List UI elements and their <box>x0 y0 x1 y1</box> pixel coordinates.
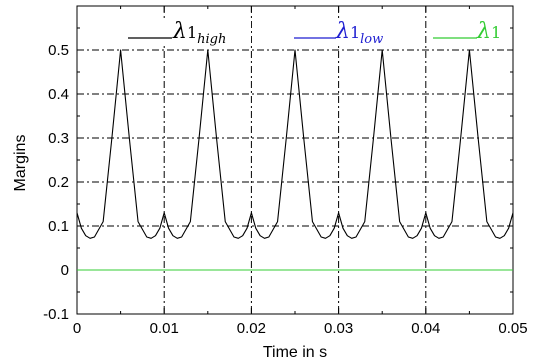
y-tick-label: 0.2 <box>48 174 69 191</box>
y-tick-label: 0.3 <box>48 130 69 147</box>
legend-entry: λ1low <box>292 18 414 47</box>
series-line-0 <box>76 49 514 239</box>
legend-label: λ1high <box>172 19 226 47</box>
legend-entry: λ1high <box>126 18 251 47</box>
tick-labels: 0 0.01 0.02 0.03 0.04 0.05-0.100.10.20.30.40.… <box>43 42 527 337</box>
series-lines <box>76 49 514 271</box>
legend-label: λ1 <box>476 19 501 44</box>
legend: λ1high λ1low λ1 <box>126 18 503 47</box>
x-tick-label: 0.04 <box>411 320 440 337</box>
legend-background <box>431 18 503 44</box>
legend-background <box>126 18 251 44</box>
y-tick-label: 0 <box>61 262 69 279</box>
y-axis-label: Margins <box>12 135 29 192</box>
y-tick-label: 0.4 <box>48 86 69 103</box>
y-tick-label: 0.1 <box>48 218 69 235</box>
x-tick-label: 0.03 <box>324 320 353 337</box>
y-tick-label: -0.1 <box>43 306 69 323</box>
x-tick-label: 0 <box>73 320 81 337</box>
x-axis-label: Time in s <box>263 344 327 361</box>
x-tick-label: 0.05 <box>498 320 527 337</box>
x-tick-label: 0.01 <box>150 320 179 337</box>
legend-background <box>292 18 414 44</box>
axes-frame <box>76 5 514 315</box>
legend-entry: λ1 <box>431 18 503 44</box>
legend-label: λ1low <box>335 19 383 47</box>
x-tick-label: 0.02 <box>237 320 266 337</box>
y-tick-label: 0.5 <box>48 42 69 59</box>
